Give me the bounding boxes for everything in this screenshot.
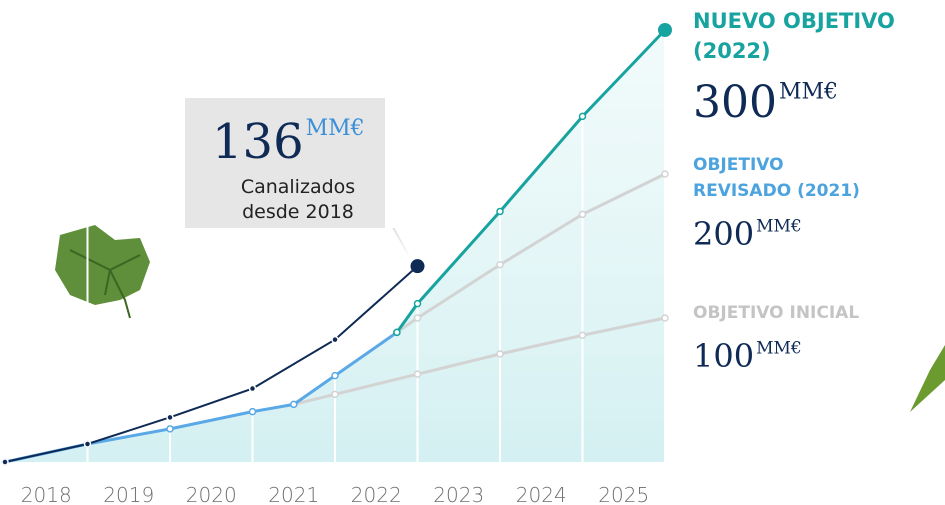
point — [331, 335, 339, 344]
target-value: 100 — [693, 337, 754, 375]
x-tick-label: 2018 — [21, 483, 72, 505]
end-dot — [410, 259, 425, 274]
point — [578, 331, 587, 340]
target-name: OBJETIVO INICIAL — [693, 303, 859, 323]
point — [166, 425, 174, 433]
point — [496, 207, 504, 216]
x-tick-label: 2022 — [351, 483, 402, 505]
target-unit: MM€ — [779, 80, 838, 105]
point — [661, 314, 669, 322]
target-name: NUEVO OBJETIVO — [693, 9, 895, 33]
callout-unit: MM€ — [306, 116, 365, 141]
target-name: OBJETIVO — [693, 155, 784, 175]
callout-value: 136 — [212, 114, 304, 170]
callout-text: desde 2018 — [242, 201, 354, 223]
point — [578, 112, 587, 121]
target-name: (2022) — [693, 39, 771, 63]
leaf-edge — [910, 345, 945, 412]
end-dot — [658, 23, 672, 37]
point — [290, 400, 298, 409]
callout-box — [185, 98, 410, 258]
target-unit: MM€ — [756, 339, 802, 359]
x-tick-label: 2025 — [598, 483, 649, 505]
x-tick-label: 2023 — [433, 483, 484, 505]
point — [393, 328, 401, 337]
point — [413, 314, 422, 322]
target-value: 200 — [693, 215, 754, 253]
point — [578, 210, 587, 219]
point — [413, 370, 422, 378]
point — [83, 440, 92, 448]
point — [248, 384, 257, 393]
point — [1, 458, 9, 466]
point — [413, 299, 422, 308]
target-value: 300 — [693, 77, 777, 128]
point — [661, 170, 669, 178]
x-tick-label: 2024 — [516, 483, 567, 505]
point — [248, 407, 257, 416]
point — [331, 390, 339, 399]
x-tick-label: 2019 — [103, 483, 154, 505]
series-line — [4, 265, 419, 463]
x-tick-label: 2020 — [186, 483, 237, 505]
target-name: REVISADO (2021) — [693, 181, 860, 201]
target-unit: MM€ — [756, 217, 802, 237]
x-tick-label: 2021 — [268, 483, 319, 505]
series-line — [293, 316, 666, 406]
point — [496, 260, 504, 269]
callout-text: Canalizados — [241, 176, 355, 198]
point — [331, 371, 339, 380]
point — [496, 350, 504, 358]
point — [166, 413, 174, 422]
leaf — [55, 225, 150, 319]
